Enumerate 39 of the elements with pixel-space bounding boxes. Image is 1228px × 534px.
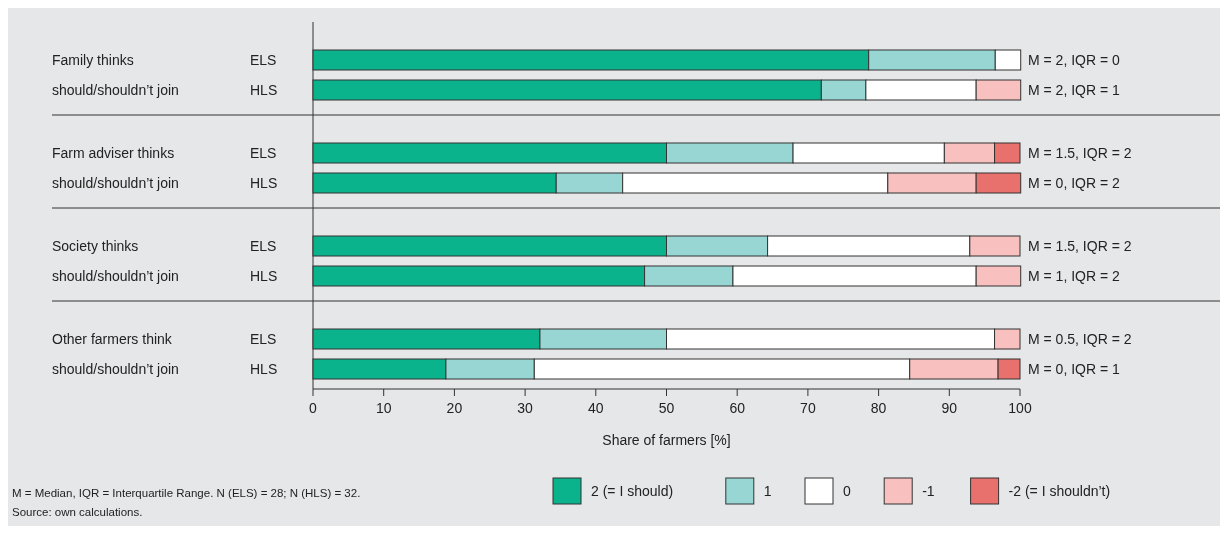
x-tick-label: 10 [375, 400, 392, 416]
text: M = 1.5, IQR = 2 [1028, 145, 1132, 161]
legend-label: 0 [843, 483, 851, 499]
x-tick-label: 20 [446, 400, 463, 416]
x-tick-label: 60 [729, 400, 746, 416]
x-tick-label: 40 [588, 400, 604, 416]
y-tick-label: HLS [250, 361, 278, 377]
legend-label: 1 [763, 483, 772, 499]
text: M = 2, IQR = 0 [1028, 52, 1121, 68]
text: M = 1.5, IQR = 2 [1028, 238, 1132, 254]
x-axis-title: Share of farmers [%] [602, 432, 731, 448]
x-tick-label: 100 [1008, 400, 1032, 416]
y-tick-label: ELS [250, 145, 277, 161]
y-tick-label: HLS [250, 175, 278, 191]
legend-label: -2 (= I shouldn’t) [1008, 483, 1111, 499]
text: Farm adviser thinks should/shouldn’t join [52, 145, 179, 191]
x-tick-label: 50 [658, 400, 675, 416]
legend-label: 2 (= I should) [591, 483, 674, 499]
text: M = 1, IQR = 2 [1028, 268, 1121, 284]
text: M = 0.5, IQR = 2 [1028, 331, 1132, 347]
text: M = 0, IQR = 1 [1028, 361, 1121, 377]
y-tick-label: ELS [250, 52, 277, 68]
x-tick-label: 70 [800, 400, 816, 416]
y-tick-label: ELS [250, 331, 277, 347]
y-tick-label: HLS [250, 82, 278, 98]
source-note: Source: own calculations. [12, 506, 143, 518]
x-tick-label: 90 [941, 400, 958, 416]
text: Other farmers think should/shouldn’t join [52, 331, 179, 377]
text: Society thinks should/shouldn’t join [52, 238, 179, 284]
y-tick-label: ELS [250, 238, 277, 254]
text: M = 2, IQR = 1 [1028, 82, 1121, 98]
text: Family thinks should/shouldn’t join [52, 52, 179, 98]
text: M = Median, IQR = Interquartile Range. N (ELS) = 28; N (HLS) = 32. [12, 487, 361, 499]
x-tick-label: 80 [870, 400, 887, 416]
x-tick-label: 30 [517, 400, 534, 416]
x-tick-label: 0 [309, 400, 318, 416]
y-tick-label: HLS [250, 268, 278, 284]
text: M = 0, IQR = 2 [1028, 175, 1121, 191]
legend-label: -1 [922, 483, 935, 499]
